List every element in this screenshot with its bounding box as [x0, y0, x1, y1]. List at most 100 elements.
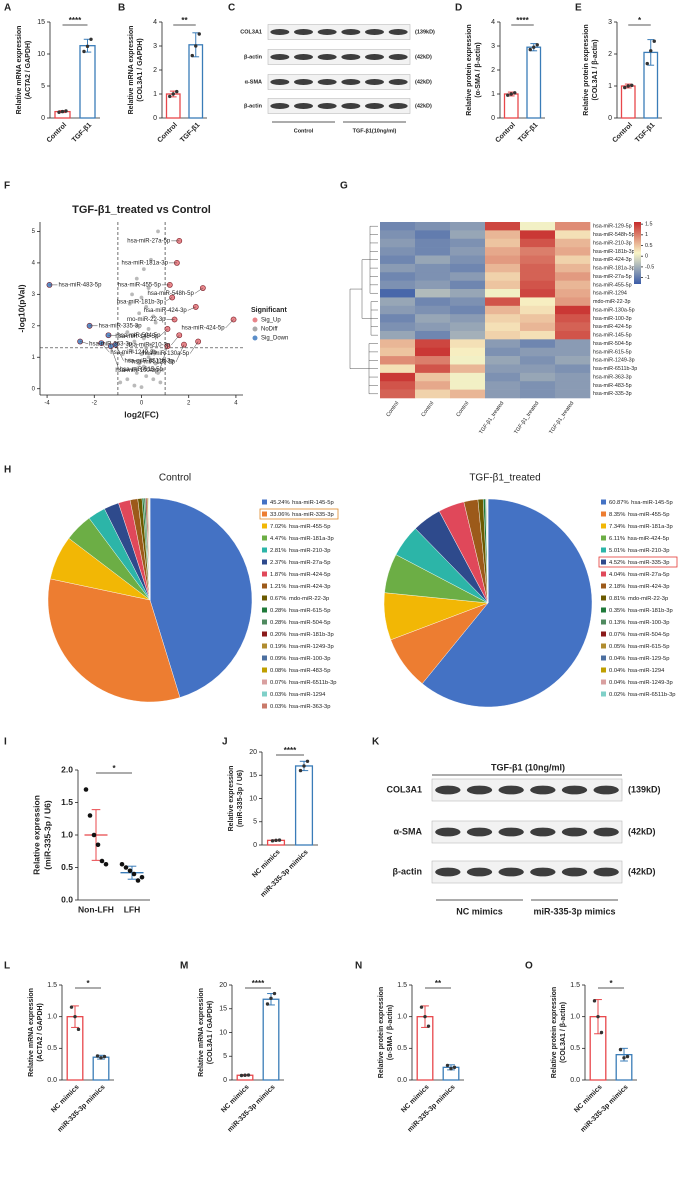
x-tick-label: TGF-β1 — [71, 122, 93, 144]
significance-label: * — [86, 979, 90, 988]
legend-percent: 0.35% — [609, 608, 625, 614]
legend-label: 1.87% hsa-miR-424-5p — [270, 572, 331, 578]
heatmap-cell — [380, 247, 416, 256]
y-tick-label: 4 — [32, 260, 36, 266]
legend-name: hsa-miR-455-5p — [628, 512, 670, 518]
data-point — [513, 91, 517, 95]
volcano-point — [139, 385, 144, 390]
y-tick-label: 0 — [608, 115, 612, 122]
y-tick-label: 0 — [491, 115, 495, 122]
legend-swatch — [262, 583, 267, 589]
y-tick-label: 10 — [219, 1029, 227, 1036]
legend-label: 8.35% hsa-miR-455-5p — [609, 512, 670, 518]
heatmap-cell — [485, 339, 521, 349]
y-tick-label: 10 — [249, 795, 257, 802]
blot-band — [498, 785, 524, 795]
colorbar — [634, 222, 641, 284]
data-point — [103, 861, 109, 867]
legend-swatch — [262, 523, 267, 529]
x-tick-label: LFH — [124, 904, 141, 914]
column-label: Control — [455, 401, 470, 419]
legend-swatch — [262, 667, 267, 673]
legend-label: 0.08% hsa-miR-483-5p — [270, 668, 331, 674]
legend-label: 1.21% hsa-miR-424-3p — [270, 584, 331, 590]
volcano-point — [153, 320, 158, 325]
heatmap-cell — [450, 222, 486, 231]
y-tick-label: 0.5 — [397, 1045, 407, 1052]
x-tick-label: Control — [494, 122, 517, 145]
volcano-point — [134, 276, 139, 281]
legend-name: hsa-miR-335-3p — [292, 512, 334, 518]
data-point — [269, 996, 273, 1000]
heatmap-cell — [520, 364, 556, 374]
blot-band — [435, 867, 461, 877]
point-label: hsa-miR-130a-5p — [143, 351, 190, 357]
data-point — [243, 1073, 247, 1077]
legend-swatch — [262, 511, 267, 517]
legend-name: hsa-miR-6511b-3p — [289, 680, 337, 686]
data-point — [305, 759, 310, 763]
y-axis-label: (ACTA2 / GAPDH) — [37, 1003, 44, 1062]
blot-strip — [267, 74, 411, 90]
blot-band — [466, 867, 493, 877]
volcano-point — [132, 339, 137, 344]
legend-swatch — [262, 643, 267, 649]
blot-band — [388, 54, 408, 60]
heatmap-cell — [485, 263, 521, 273]
legend-label: 60.87% hsa-miR-145-5p — [609, 500, 673, 506]
heatmap-cell — [450, 381, 486, 390]
y-tick-label: 0.5 — [47, 1045, 57, 1052]
point-label: hsa-miR-424-3p — [144, 308, 188, 314]
legend-swatch — [262, 619, 267, 625]
data-point — [171, 92, 175, 96]
blot-band — [341, 54, 361, 60]
pie-slice — [421, 498, 593, 708]
data-point — [76, 1027, 81, 1032]
legend-percent: 5.01% — [609, 548, 625, 554]
blot-size-label: (42kD) — [415, 79, 432, 85]
data-point — [625, 1054, 630, 1059]
blot-band — [365, 103, 384, 109]
heatmap-cell — [555, 347, 591, 357]
label-leader — [187, 306, 196, 311]
heatmap-cell — [415, 230, 451, 240]
legend-percent: 0.04% — [609, 680, 625, 686]
volcano-point — [146, 355, 151, 360]
point-label: hsa-miR-27a-5p — [127, 238, 171, 244]
legend-swatch — [262, 679, 267, 685]
volcano-point — [146, 286, 151, 290]
legend-swatch — [262, 595, 267, 601]
legend-label: 0.81% mdo-miR-22-3p — [609, 596, 668, 602]
volcano-point — [151, 314, 156, 319]
y-tick-label: 1.5 — [47, 982, 57, 989]
highlight-box — [259, 508, 339, 520]
data-point — [89, 37, 93, 41]
legend-percent: 0.03% — [270, 704, 286, 710]
heatmap-cell — [450, 330, 486, 340]
legend-name: hsa-miR-424-5p — [628, 536, 670, 542]
significance-label: **** — [252, 979, 265, 988]
row-label: hsa-miR-210-3p — [593, 240, 632, 246]
point-label: hsa-miR-504-5p — [117, 333, 161, 339]
legend-swatch — [601, 607, 606, 613]
y-axis-label: -log10(pVal) — [16, 284, 26, 332]
legend-swatch — [601, 511, 606, 517]
data-point — [131, 871, 137, 877]
pie-title: TGF-β1_treated — [469, 473, 540, 484]
blot-band — [593, 827, 619, 837]
heatmap-cell — [450, 314, 486, 323]
heatmap-cell — [555, 255, 591, 265]
heatmap-cell — [555, 330, 591, 340]
blot-band — [365, 54, 384, 60]
data-point — [135, 878, 141, 883]
y-axis-label: (α-SMA / β-actin) — [387, 1005, 394, 1060]
blot-strip — [431, 820, 623, 844]
legend-swatch — [262, 559, 267, 565]
legend-label: 0.03% hsa-miR-363-3p — [270, 704, 331, 710]
column-label: TGF-β1_treated — [478, 401, 505, 436]
y-tick-label: 1 — [153, 91, 157, 98]
y-axis-label: Relative protein expression — [466, 24, 473, 115]
legend-swatch — [601, 643, 606, 649]
